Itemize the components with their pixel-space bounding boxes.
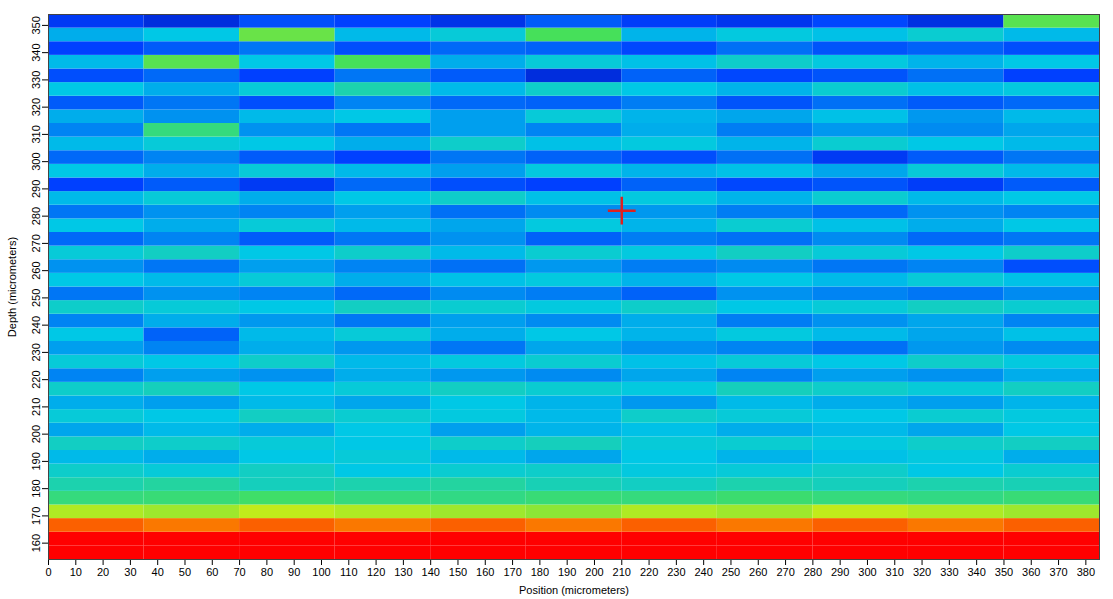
svg-text:260: 260: [749, 566, 767, 578]
svg-text:30: 30: [124, 566, 136, 578]
svg-text:10: 10: [70, 566, 82, 578]
svg-text:260: 260: [30, 261, 42, 279]
svg-text:80: 80: [261, 566, 273, 578]
svg-text:0: 0: [45, 566, 51, 578]
svg-text:190: 190: [558, 566, 576, 578]
svg-text:290: 290: [831, 566, 849, 578]
svg-text:180: 180: [531, 566, 549, 578]
svg-text:Position (micrometers): Position (micrometers): [519, 584, 629, 596]
svg-text:170: 170: [30, 507, 42, 525]
svg-text:150: 150: [449, 566, 467, 578]
svg-text:70: 70: [233, 566, 245, 578]
svg-text:170: 170: [503, 566, 521, 578]
svg-text:220: 220: [30, 370, 42, 388]
svg-text:230: 230: [667, 566, 685, 578]
svg-text:140: 140: [422, 566, 440, 578]
svg-text:60: 60: [206, 566, 218, 578]
svg-text:330: 330: [940, 566, 958, 578]
svg-text:160: 160: [476, 566, 494, 578]
svg-text:340: 340: [30, 43, 42, 61]
svg-text:360: 360: [1022, 566, 1040, 578]
svg-text:350: 350: [995, 566, 1013, 578]
svg-text:240: 240: [694, 566, 712, 578]
svg-text:120: 120: [367, 566, 385, 578]
svg-text:250: 250: [722, 566, 740, 578]
svg-text:350: 350: [30, 16, 42, 34]
svg-text:110: 110: [340, 566, 358, 578]
svg-text:300: 300: [30, 152, 42, 170]
svg-text:290: 290: [30, 180, 42, 198]
svg-text:130: 130: [394, 566, 412, 578]
svg-text:240: 240: [30, 316, 42, 334]
svg-text:210: 210: [30, 398, 42, 416]
svg-text:90: 90: [288, 566, 300, 578]
svg-text:200: 200: [585, 566, 603, 578]
svg-text:280: 280: [804, 566, 822, 578]
svg-text:180: 180: [30, 479, 42, 497]
svg-text:310: 310: [30, 125, 42, 143]
svg-text:310: 310: [886, 566, 904, 578]
svg-text:270: 270: [30, 234, 42, 252]
svg-text:320: 320: [913, 566, 931, 578]
svg-text:160: 160: [30, 534, 42, 552]
svg-text:230: 230: [30, 343, 42, 361]
svg-text:250: 250: [30, 289, 42, 307]
svg-text:210: 210: [613, 566, 631, 578]
svg-text:190: 190: [30, 452, 42, 470]
svg-text:340: 340: [967, 566, 985, 578]
svg-text:50: 50: [179, 566, 191, 578]
svg-text:40: 40: [152, 566, 164, 578]
svg-text:270: 270: [776, 566, 794, 578]
svg-text:300: 300: [858, 566, 876, 578]
svg-text:220: 220: [640, 566, 658, 578]
svg-text:330: 330: [30, 71, 42, 89]
svg-text:320: 320: [30, 98, 42, 116]
svg-text:20: 20: [97, 566, 109, 578]
svg-text:100: 100: [312, 566, 330, 578]
svg-text:Depth (micrometers): Depth (micrometers): [6, 237, 18, 337]
svg-text:380: 380: [1077, 566, 1095, 578]
svg-text:370: 370: [1049, 566, 1067, 578]
svg-text:200: 200: [30, 425, 42, 443]
svg-text:280: 280: [30, 207, 42, 225]
